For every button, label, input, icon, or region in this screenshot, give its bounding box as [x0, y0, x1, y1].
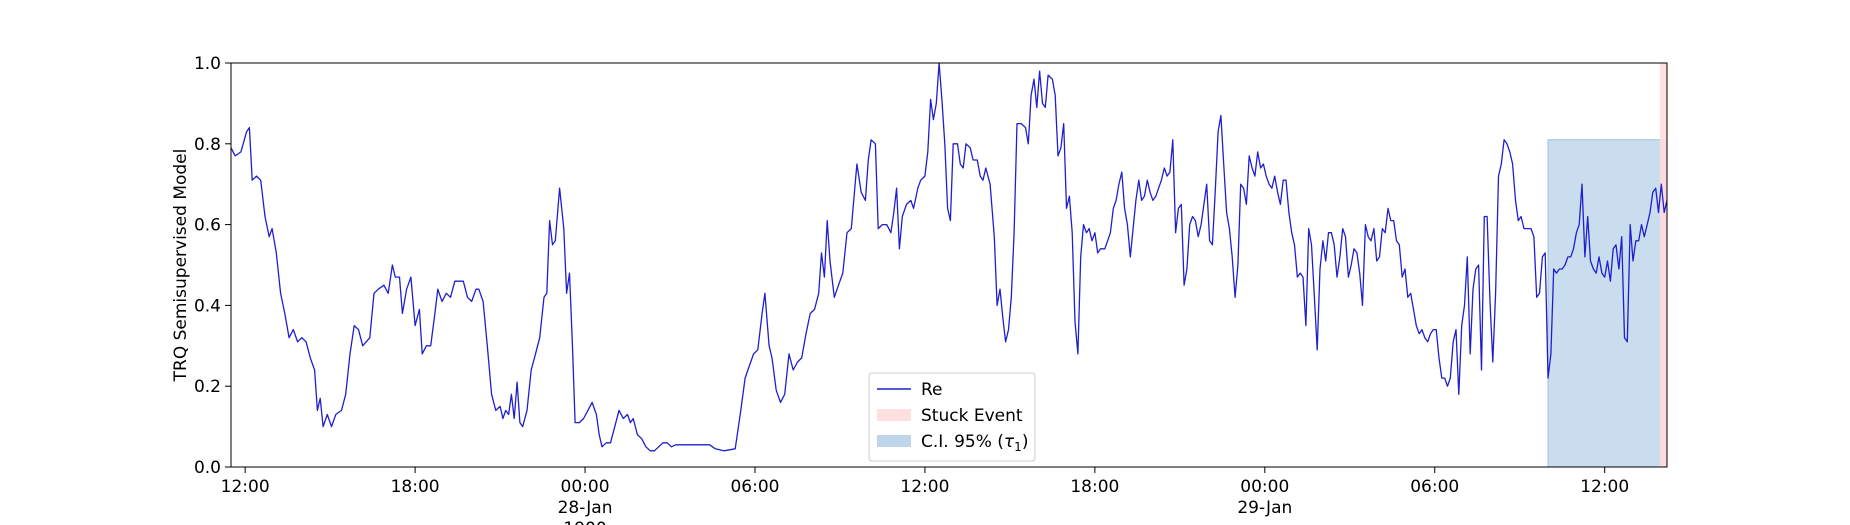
stuck-event-band	[1659, 63, 1667, 467]
y-tick-label: 0.6	[194, 216, 221, 236]
series-line-0	[230, 62, 1668, 452]
x-tick-label: 00:00	[1240, 477, 1289, 497]
x-tick-label: 18:00	[1070, 477, 1119, 497]
legend-label: Stuck Event	[921, 406, 1023, 426]
x-tick-label: 12:00	[221, 477, 270, 497]
x-tick-label: 29-Jan	[1237, 498, 1292, 518]
x-tick-label: 28-Jan	[558, 498, 613, 518]
x-tick-label: 18:00	[391, 477, 440, 497]
series-layer	[230, 62, 1668, 452]
y-axis-label: TRQ Semisupervised Model	[171, 149, 191, 383]
y-tick-label: 1.0	[194, 54, 221, 74]
ci-band	[1547, 139, 1668, 468]
legend-swatch-patch	[877, 435, 911, 447]
x-tick-label: 12:00	[900, 477, 949, 497]
x-tick-label: 12:00	[1580, 477, 1629, 497]
x-tick-label: 1900	[563, 519, 606, 525]
x-tick-label: 00:00	[561, 477, 610, 497]
y-tick-label: 0.8	[194, 135, 221, 155]
y-tick-label: 0.4	[194, 296, 221, 316]
shaded-regions	[1547, 63, 1668, 468]
y-tick-label: 0.0	[194, 458, 221, 478]
x-tick-label: 06:00	[730, 477, 779, 497]
x-axis: 12:0018:0000:0028-Jan190006:0012:0018:00…	[221, 467, 1629, 525]
y-tick-label: 0.2	[194, 377, 221, 397]
y-axis: 0.0 0.2 0.4 0.6 0.8 1.0	[194, 54, 231, 478]
legend-swatch-patch	[877, 409, 911, 421]
x-tick-label: 06:00	[1410, 477, 1459, 497]
plot-frame	[230, 62, 1668, 468]
legend: Re Stuck Event C.I. 95% (τ1)	[868, 372, 1036, 462]
legend-label: C.I. 95% (τ1)	[921, 432, 1028, 454]
legend-label: Re	[921, 380, 943, 400]
